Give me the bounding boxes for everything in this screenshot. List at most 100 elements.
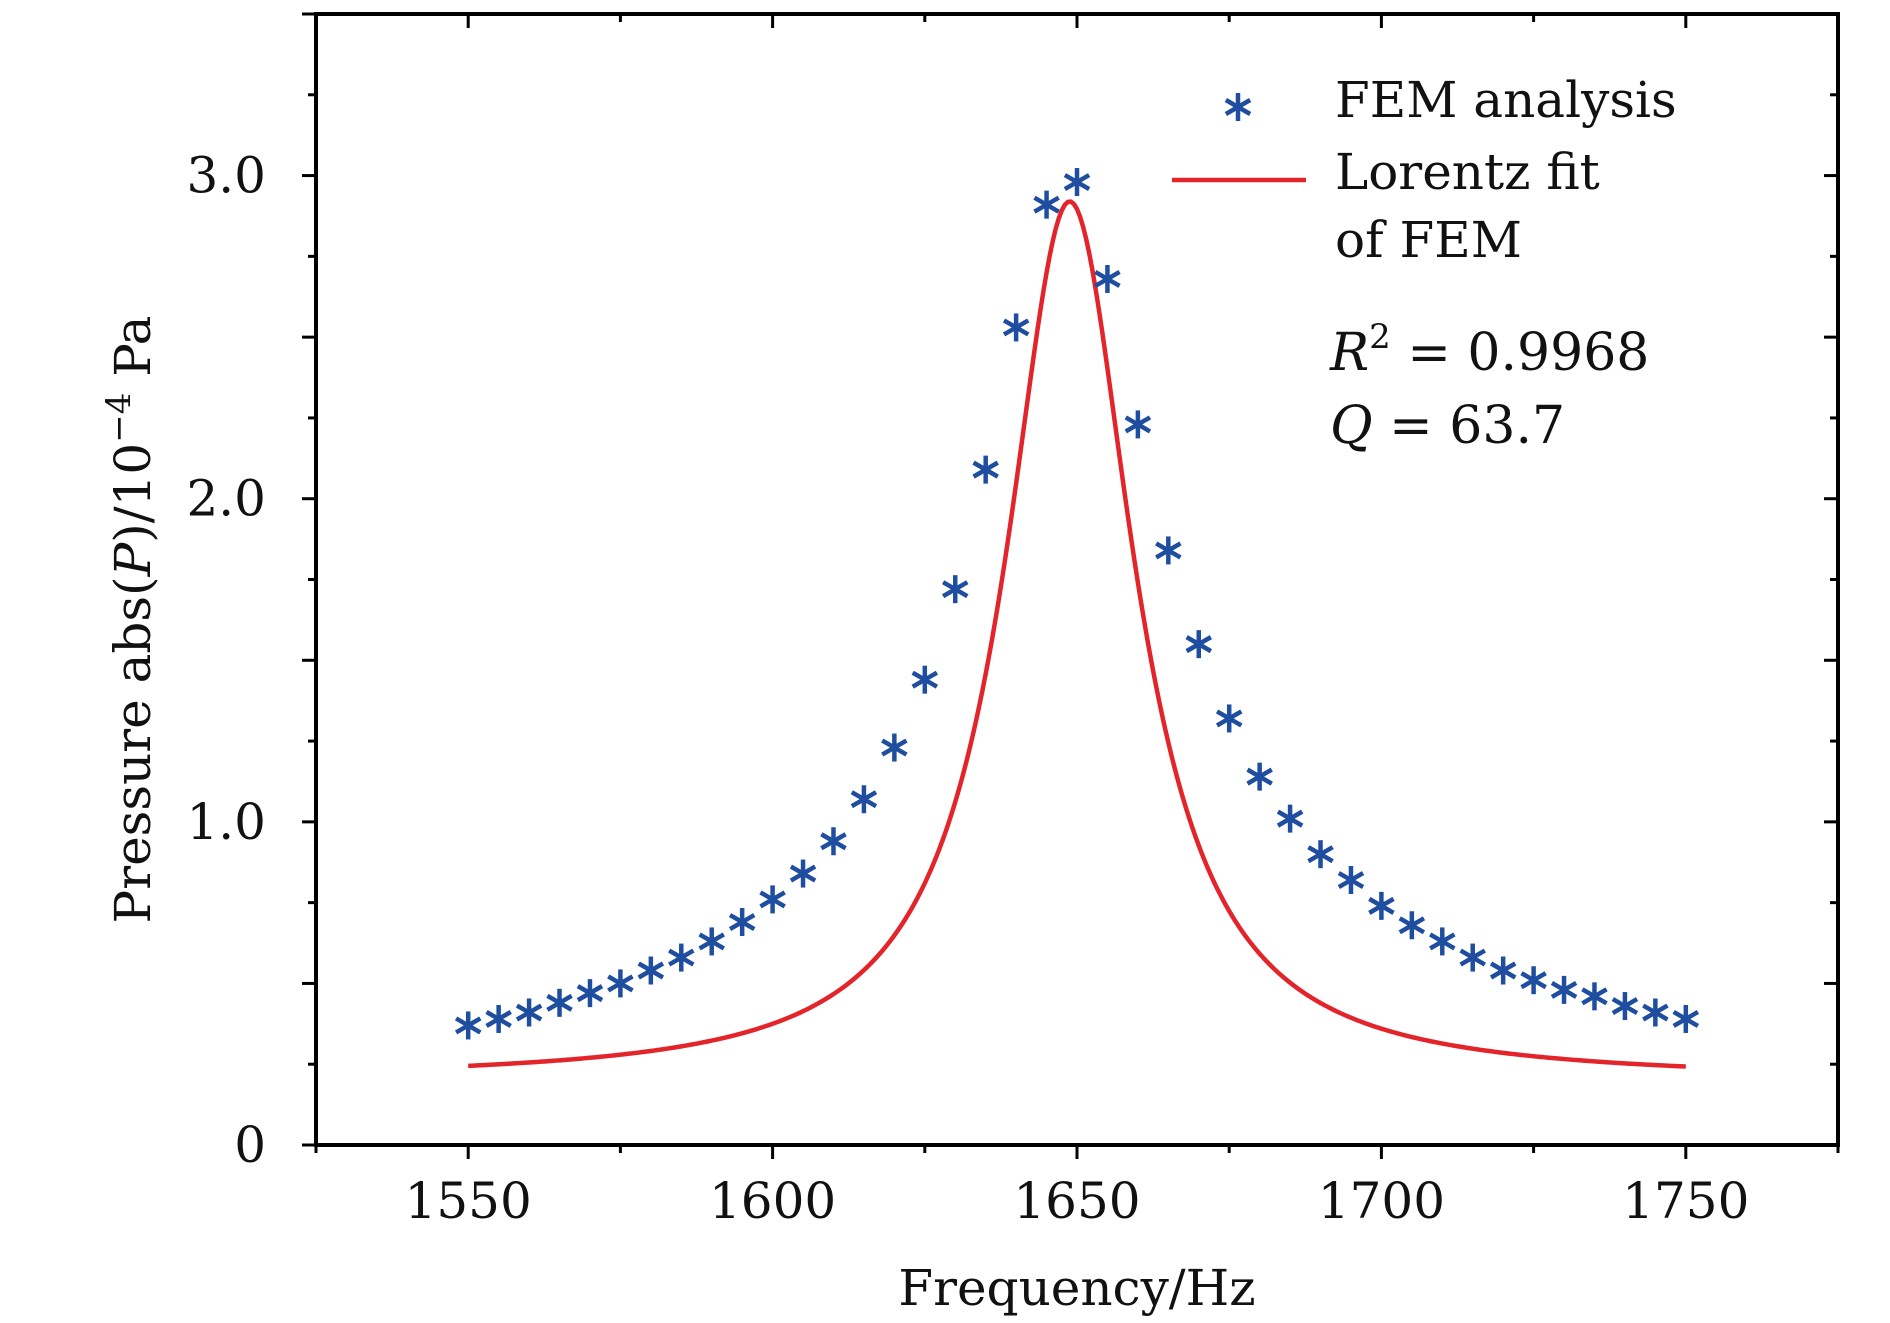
fem-data-point <box>1642 998 1669 1027</box>
fem-data-point <box>485 1004 512 1033</box>
asterisk-stroke <box>911 670 939 689</box>
asterisk-stroke <box>698 932 725 951</box>
legend-asterisk <box>1224 93 1252 121</box>
asterisk-stroke <box>607 974 634 993</box>
asterisk-stroke <box>1215 709 1243 728</box>
asterisk-stroke <box>1611 997 1639 1015</box>
y-tick-label: 0 <box>234 1116 266 1174</box>
asterisk-stroke <box>972 460 999 479</box>
asterisk-stroke <box>1224 98 1252 116</box>
y-axis-title-symbol: P <box>104 541 162 577</box>
fem-data-point <box>1337 866 1365 895</box>
fem-data-point <box>728 908 756 937</box>
asterisk-stroke <box>1276 809 1304 828</box>
legend-fit-label-line-1: Lorentz fit <box>1335 143 1600 201</box>
asterisk-stroke <box>941 580 969 599</box>
fem-data-point <box>1246 762 1273 791</box>
y-axis-title-exponent: −4 <box>99 393 139 443</box>
fem-data-point <box>1429 927 1456 956</box>
fem-data-point <box>789 859 817 888</box>
x-tick-label: 1700 <box>1318 1172 1445 1230</box>
legend-fit-label: Lorentz fit of FEM <box>1335 143 1616 269</box>
asterisk-stroke <box>1155 541 1182 560</box>
asterisk-stroke <box>1581 987 1608 1006</box>
fem-data-point <box>1672 1004 1700 1033</box>
fem-data-points <box>454 168 1700 1040</box>
fem-data-point <box>515 998 543 1027</box>
fem-data-point <box>698 927 725 956</box>
plot-frame <box>314 12 1840 1147</box>
fem-data-point <box>1033 190 1060 219</box>
fem-data-point <box>1124 410 1152 439</box>
fem-data-point <box>1063 168 1091 197</box>
asterisk-stroke <box>1185 635 1213 654</box>
y-tick-label: 2.0 <box>186 470 266 528</box>
fem-data-point <box>1307 840 1334 869</box>
fem-data-point <box>972 455 999 484</box>
q-symbol: Q <box>1330 396 1373 456</box>
asterisk-stroke <box>1094 270 1121 288</box>
asterisk-stroke <box>1033 195 1060 214</box>
y-tick-label: 1.0 <box>186 793 266 851</box>
asterisk-stroke <box>1429 932 1456 951</box>
x-tick-label: 1600 <box>709 1172 836 1230</box>
asterisk-stroke <box>1550 980 1578 999</box>
fem-data-point <box>850 785 878 814</box>
asterisk-stroke <box>1642 1003 1669 1022</box>
asterisk-stroke <box>485 1010 512 1028</box>
legend: FEM analysis Lorentz fit of FEM <box>1172 71 1677 269</box>
fem-data-point <box>1581 982 1608 1011</box>
fem-data-point <box>454 1011 482 1040</box>
y-tick-labels: 0 1.0 2.0 3.0 <box>186 147 266 1174</box>
legend-fit-label-line-2: of FEM <box>1335 211 1522 269</box>
asterisk-stroke <box>1307 845 1334 864</box>
fem-data-point <box>1611 992 1639 1021</box>
fem-data-point <box>1185 630 1213 659</box>
asterisk-stroke <box>881 738 908 757</box>
fem-data-point <box>1489 956 1517 985</box>
asterisk-stroke <box>1459 948 1486 967</box>
fem-data-point <box>1398 911 1426 940</box>
q-factor-annotation: Q = 63.7 <box>1330 396 1565 456</box>
fem-data-point <box>668 943 695 972</box>
asterisk-stroke <box>668 948 695 967</box>
y-axis-title-mid: )/10 <box>104 443 162 543</box>
fem-data-point <box>1276 804 1304 833</box>
legend-fem-label: FEM analysis <box>1335 71 1677 129</box>
fem-data-point <box>1459 943 1486 972</box>
fem-data-point <box>1520 966 1547 995</box>
fem-data-point <box>637 956 665 985</box>
fem-data-point <box>941 575 969 604</box>
fem-data-point <box>1368 891 1395 920</box>
asterisk-stroke <box>454 1016 482 1035</box>
x-tick-label: 1650 <box>1013 1172 1140 1230</box>
y-axis-title-prefix: Pressure abs( <box>104 576 162 923</box>
asterisk-stroke <box>728 913 756 931</box>
fem-data-point <box>759 885 786 914</box>
legend-fem-marker <box>1224 93 1252 121</box>
x-axis-title: Frequency/Hz <box>898 1259 1255 1317</box>
asterisk-stroke <box>820 832 847 851</box>
fem-data-point <box>576 979 604 1008</box>
asterisk-stroke <box>1489 961 1517 980</box>
fit-annotations: R2 = 0.9968 Q = 63.7 <box>1329 317 1649 456</box>
asterisk-stroke <box>759 890 786 909</box>
asterisk-stroke <box>1520 971 1547 990</box>
asterisk-stroke <box>1672 1010 1700 1028</box>
fem-data-point <box>911 665 939 694</box>
lorentz-fit-line <box>468 199 1686 1069</box>
asterisk-stroke <box>546 993 573 1012</box>
fem-data-point <box>1094 264 1121 293</box>
asterisk-stroke <box>1063 173 1091 191</box>
asterisk-stroke <box>1246 767 1273 786</box>
r-squared-annotation: R2 = 0.9968 <box>1329 317 1649 383</box>
fem-data-point <box>1550 975 1578 1004</box>
asterisk-stroke <box>576 984 604 1003</box>
fem-data-point <box>1215 704 1243 733</box>
asterisk-stroke <box>1337 871 1365 889</box>
fem-data-point <box>1002 313 1030 342</box>
fem-data-point <box>881 733 908 762</box>
asterisk-stroke <box>789 864 817 883</box>
q-factor-value: = 63.7 <box>1373 396 1565 456</box>
